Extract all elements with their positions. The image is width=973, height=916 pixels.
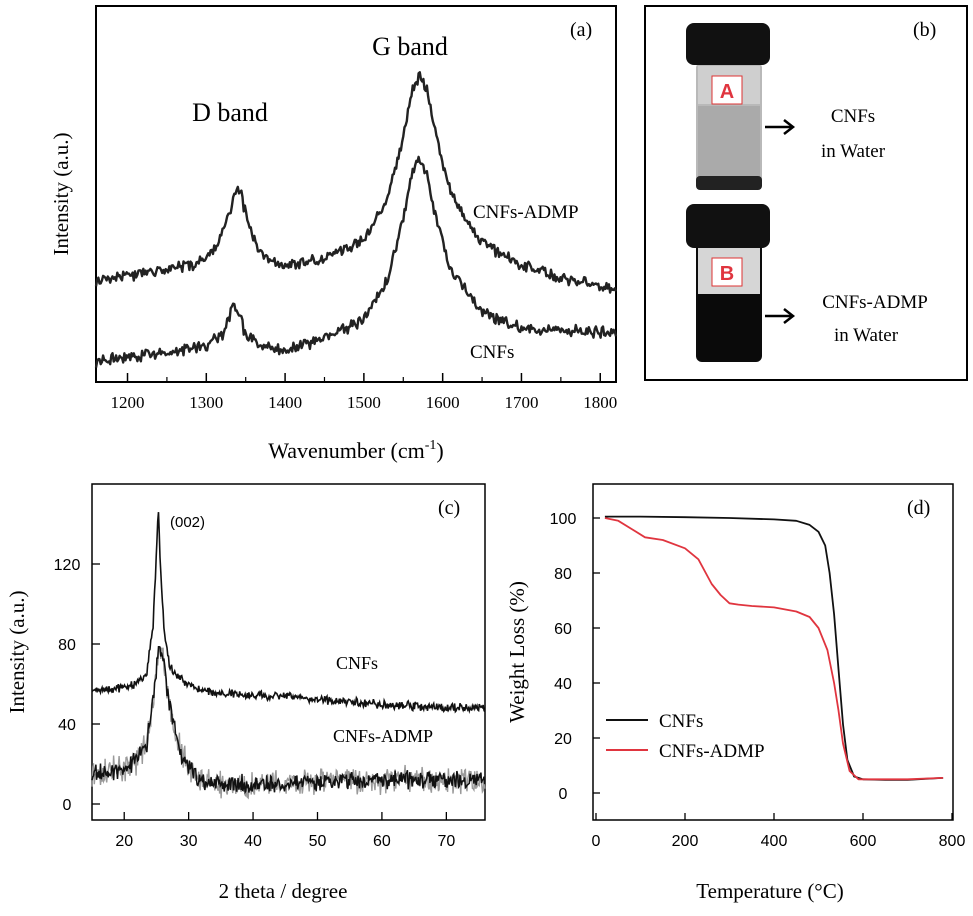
vial-b-badge-text: B xyxy=(720,263,734,285)
vial-a-arrowhead xyxy=(783,119,796,135)
panel-a-label: (a) xyxy=(570,19,592,41)
panel-a-series-line xyxy=(94,71,618,294)
panel-c-x-axis-label: 2 theta / degree xyxy=(219,879,348,903)
panel-c-x-tick-label: 60 xyxy=(373,833,391,850)
panel-a-x-axis-label-close: ) xyxy=(436,438,443,463)
panel-a-lines xyxy=(94,71,618,368)
panel-c-x-tick-label: 70 xyxy=(437,833,455,850)
vial-b-caption-line2: in Water xyxy=(834,325,899,346)
d-band-annotation: D band xyxy=(192,98,268,127)
vial-b-arrowhead xyxy=(783,308,796,324)
panel-a-x-tick-label: 1400 xyxy=(268,393,302,412)
panel-c: 20 30 40 50 60 70 0 40 80 120 (c) (002) CNFs CNFs… xyxy=(5,483,486,903)
panel-c-x-tick-label: 30 xyxy=(180,833,198,850)
vial-a-liquid xyxy=(698,106,760,180)
legend-label-cnfs-admp: CNFs-ADMP xyxy=(659,741,765,762)
panel-d-y-tick-label: 80 xyxy=(554,566,572,583)
panel-d-y-axis-label: Weight Loss (%) xyxy=(505,581,529,723)
panel-d-lines xyxy=(604,515,944,781)
vial-a-caption-line2: in Water xyxy=(821,141,886,162)
panel-d-y-tick-label: 0 xyxy=(559,786,568,803)
panel-d: 0 200 400 600 800 0 20 40 60 80 100 (d) CNFs CNFs-… xyxy=(505,483,966,903)
panel-d-label: (d) xyxy=(907,497,930,519)
panel-a-frame xyxy=(95,5,617,383)
vial-b-cap xyxy=(686,204,770,248)
panel-a-x-ticks: 1200 1300 1400 1500 1600 1700 1800 xyxy=(111,373,617,412)
vial-a: A CNFs in Water xyxy=(686,23,886,190)
panel-d-x-tick-label: 0 xyxy=(592,833,601,850)
panel-a-x-axis-label: Wavenumber (cm-1) xyxy=(268,438,443,463)
panel-d-x-axis-label: Temperature (°C) xyxy=(696,879,843,903)
panel-c-y-tick-label: 120 xyxy=(54,557,81,574)
series-label-cnfs-admp-c: CNFs-ADMP xyxy=(333,726,433,746)
panel-b-label: (b) xyxy=(913,19,936,41)
panel-d-y-tick-label: 40 xyxy=(554,676,572,693)
legend-label-cnfs: CNFs xyxy=(659,711,703,732)
vial-b: B CNFs-ADMP in Water xyxy=(686,204,928,362)
peak-002-annotation: (002) xyxy=(170,514,205,531)
panel-d-x-tick-label: 800 xyxy=(939,833,966,850)
panel-a-x-tick-label: 1300 xyxy=(189,393,223,412)
panel-c-series-line xyxy=(91,646,486,795)
vial-a-base xyxy=(696,176,762,190)
panel-a-x-axis-label-sup: -1 xyxy=(425,438,437,453)
panel-a-x-axis-label-main: Wavenumber (cm xyxy=(268,438,424,463)
vial-a-badge xyxy=(711,75,743,105)
panel-d-x-tick-label: 600 xyxy=(850,833,877,850)
panel-c-ticks: 20 30 40 50 60 70 0 40 80 120 xyxy=(54,557,456,850)
panel-c-series-line xyxy=(91,512,486,715)
panel-d-x-tick-label: 400 xyxy=(761,833,788,850)
panel-d-x-tick-label: 200 xyxy=(672,833,699,850)
panel-c-lines xyxy=(91,512,486,800)
panel-a-x-tick-label: 1500 xyxy=(347,393,381,412)
panel-c-x-tick-label: 40 xyxy=(244,833,262,850)
panel-d-y-tick-label: 60 xyxy=(554,621,572,638)
panel-c-x-tick-label: 50 xyxy=(309,833,327,850)
panel-c-y-tick-label: 0 xyxy=(63,797,72,814)
panel-d-y-tick-label: 20 xyxy=(554,731,572,748)
panel-d-series-line xyxy=(604,515,944,781)
panel-a-y-axis-label: Intensity (a.u.) xyxy=(49,132,73,255)
panel-b-frame xyxy=(644,5,968,381)
series-label-cnfs-c: CNFs xyxy=(336,653,378,673)
vial-b-badge xyxy=(711,257,743,287)
vial-a-cap xyxy=(686,23,770,65)
vial-b-caption-line1: CNFs-ADMP xyxy=(822,292,928,313)
series-label-cnfs-admp-a: CNFs-ADMP xyxy=(473,202,579,223)
panel-c-y-axis-label: Intensity (a.u.) xyxy=(5,590,29,713)
series-label-cnfs-a: CNFs xyxy=(470,342,514,363)
panel-b: (b) A CNFs in Water B CNFs-ADMP xyxy=(644,5,968,381)
panel-d-y-tick-label: 100 xyxy=(550,511,577,528)
panel-a-x-tick-label: 1600 xyxy=(426,393,460,412)
panel-a-series-line xyxy=(94,155,618,368)
panel-c-y-tick-label: 80 xyxy=(58,637,76,654)
panel-c-y-tick-label: 40 xyxy=(58,717,76,734)
panel-c-label: (c) xyxy=(438,497,460,519)
panel-a: 1200 1300 1400 1500 1600 1700 1800 (a) D band … xyxy=(49,5,618,463)
panel-c-x-tick-label: 20 xyxy=(115,833,133,850)
vial-a-badge-text: A xyxy=(720,81,734,103)
panel-d-ticks: 0 200 400 600 800 0 20 40 60 80 100 xyxy=(550,511,966,850)
panel-d-series-line xyxy=(604,517,944,781)
g-band-annotation: G band xyxy=(372,32,448,61)
panel-c-frame xyxy=(91,483,486,821)
vial-a-caption-line1: CNFs xyxy=(831,106,875,127)
panel-a-x-tick-label: 1200 xyxy=(111,393,145,412)
panel-d-frame xyxy=(592,483,954,821)
vial-b-liquid xyxy=(698,294,760,360)
panel-a-x-tick-label: 1800 xyxy=(583,393,617,412)
panel-a-x-tick-label: 1700 xyxy=(504,393,538,412)
